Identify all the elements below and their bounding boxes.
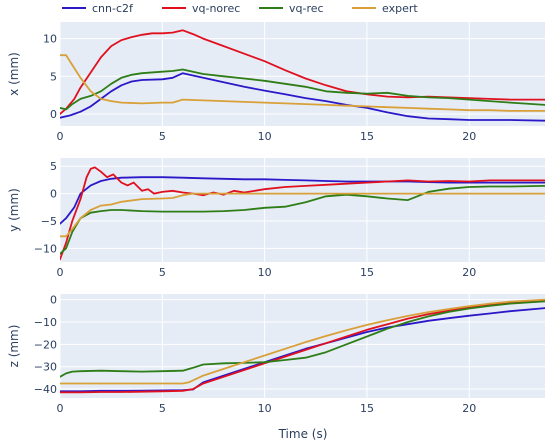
y-tick-label-y: −5 (41, 215, 57, 228)
series-line-cnn-c2f-y (60, 176, 545, 225)
x-tick-label-y: 0 (57, 266, 64, 279)
x-tick-label-z: 5 (159, 402, 166, 415)
series-line-cnn-c2f-z (60, 307, 545, 393)
y-tick-label-x: 0 (50, 108, 57, 121)
series-line-expert-z (60, 298, 545, 385)
plot-area-y (60, 158, 545, 262)
y-tick-label-z: −40 (34, 383, 57, 396)
x-tick-label-y: 10 (258, 266, 272, 279)
series-group-x (60, 29, 545, 122)
x-axis-label: Time (s) (278, 427, 328, 441)
x-tick-label-y: 15 (360, 266, 374, 279)
series-line-vq-rec-y (60, 185, 545, 255)
series-line-expert-x (60, 54, 545, 112)
series-group-z (60, 298, 545, 394)
x-tick-label-y: 20 (462, 266, 476, 279)
legend-label-vq-rec: vq-rec (289, 2, 324, 15)
x-tick-label-z: 15 (360, 402, 374, 415)
x-tick-label-x: 0 (57, 130, 64, 143)
x-tick-label-x: 10 (258, 130, 272, 143)
y-axis-label-z: z (mm) (7, 325, 21, 368)
y-tick-label-z: −30 (34, 361, 57, 374)
series-line-vq-rec-z (60, 300, 545, 378)
legend: cnn-c2f vq-norec vq-rec expert (62, 2, 418, 15)
legend-label-cnn-c2f: cnn-c2f (92, 2, 134, 15)
x-tick-label-z: 20 (462, 402, 476, 415)
x-tick-label-z: 10 (258, 402, 272, 415)
y-axis-label-y: y (mm) (7, 188, 21, 232)
panel-x: 0 5 10 0 5 10 15 20 x (mm) (7, 22, 545, 143)
y-tick-label-x: 5 (50, 70, 57, 83)
legend-label-expert: expert (382, 2, 418, 15)
x-tick-label-y: 5 (159, 266, 166, 279)
legend-label-vq-norec: vq-norec (192, 2, 240, 15)
y-tick-label-z: −10 (34, 316, 57, 329)
series-line-expert-y (60, 192, 545, 238)
x-tick-label-x: 20 (462, 130, 476, 143)
series-group-y (60, 166, 545, 261)
plot-area-z (60, 294, 545, 398)
y-tick-label-z: 0 (50, 294, 57, 307)
x-tick-label-x: 15 (360, 130, 374, 143)
y-tick-label-y: −10 (34, 242, 57, 255)
y-tick-label-z: −20 (34, 338, 57, 351)
panel-z: −40 −30 −20 −10 0 0 5 10 15 20 z (mm) (7, 294, 545, 415)
y-axis-label-x: x (mm) (7, 52, 21, 96)
series-line-vq-norec-z (60, 299, 545, 394)
y-tick-label-y: 0 (50, 188, 57, 201)
y-tick-label-y: 5 (50, 160, 57, 173)
series-line-cnn-c2f-x (60, 72, 545, 122)
x-tick-label-z: 0 (57, 402, 64, 415)
x-tick-label-x: 5 (159, 130, 166, 143)
panel-y: −10 −5 0 5 0 5 10 15 20 y (mm) (7, 158, 545, 279)
y-tick-label-x: 10 (43, 33, 57, 46)
series-line-vq-rec-x (60, 68, 545, 111)
